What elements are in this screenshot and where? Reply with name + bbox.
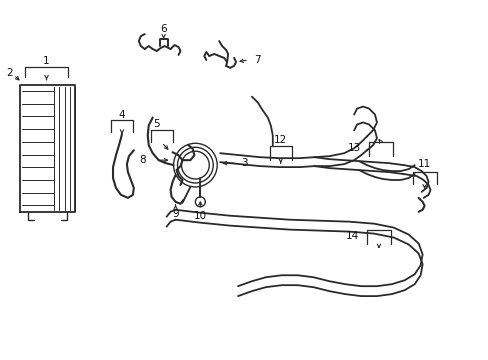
Text: 11: 11 [417, 159, 430, 169]
Text: 6: 6 [160, 24, 166, 34]
Text: 12: 12 [274, 135, 287, 145]
Text: 4: 4 [119, 109, 125, 120]
Text: 13: 13 [347, 143, 360, 153]
Text: 2: 2 [6, 68, 13, 78]
Text: 10: 10 [193, 211, 206, 221]
Text: 7: 7 [253, 55, 260, 65]
Text: 5: 5 [153, 120, 160, 130]
Text: 14: 14 [345, 230, 358, 240]
Text: 8: 8 [139, 155, 145, 165]
Text: 1: 1 [43, 56, 50, 66]
Text: 9: 9 [172, 209, 179, 219]
Text: 3: 3 [241, 158, 247, 168]
